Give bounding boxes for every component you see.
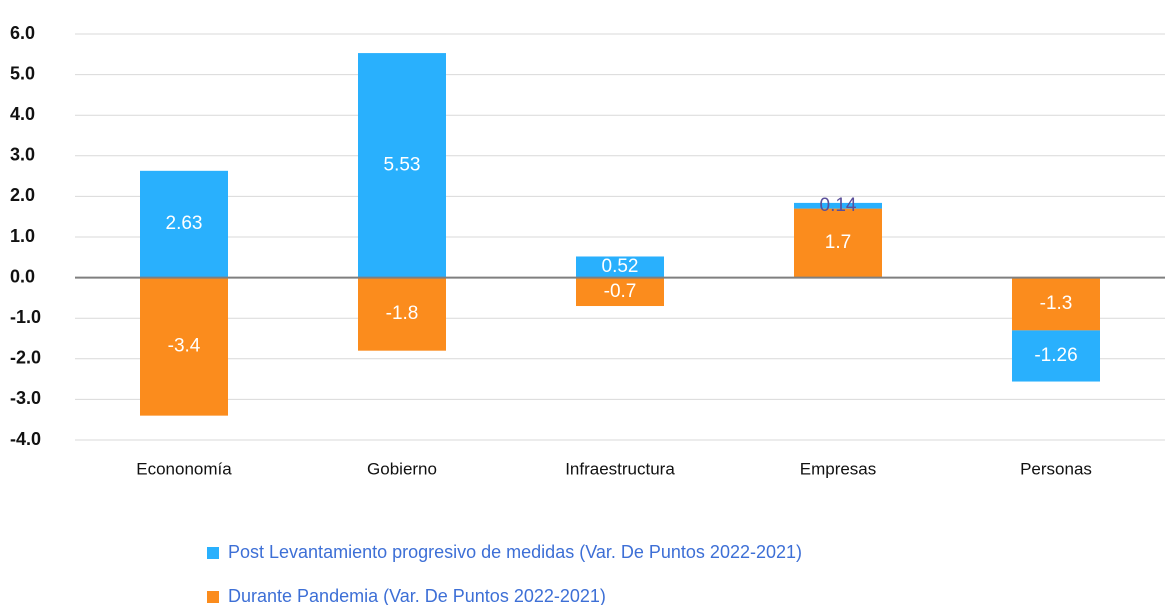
bar-segment <box>794 202 882 209</box>
y-tick-label: 6.0 <box>10 23 35 43</box>
y-tick-label: -2.0 <box>10 348 41 368</box>
y-tick-label: 5.0 <box>10 63 35 83</box>
bar-segment <box>1012 330 1100 382</box>
data-label: -1.8 <box>386 303 419 324</box>
y-tick-label: 0.0 <box>10 266 35 286</box>
y-tick-label: -4.0 <box>10 429 41 449</box>
y-tick-label: 4.0 <box>10 104 35 124</box>
data-label: 2.63 <box>166 213 203 234</box>
x-tick-label: Personas <box>1020 459 1092 478</box>
y-tick-label: -3.0 <box>10 388 41 408</box>
data-label: 1.7 <box>825 232 851 253</box>
data-label: -1.3 <box>1040 293 1073 314</box>
data-label: -1.26 <box>1034 345 1077 366</box>
bar-segment <box>576 277 664 307</box>
data-label: 0.52 <box>602 256 639 277</box>
data-label: 5.53 <box>384 154 421 175</box>
bar-segment <box>358 277 446 351</box>
bar-segment <box>140 170 228 278</box>
legend-swatch <box>207 591 219 603</box>
x-tick-label: Empresas <box>800 459 877 478</box>
data-label: -3.4 <box>168 336 201 357</box>
y-tick-label: 2.0 <box>10 185 35 205</box>
bar-segment <box>1012 277 1100 331</box>
bar-segment <box>794 208 882 278</box>
y-tick-label: 1.0 <box>10 226 35 246</box>
bar-segment <box>576 256 664 278</box>
data-label: -0.7 <box>604 281 637 302</box>
x-tick-label: Infraestructura <box>565 459 675 478</box>
y-tick-label: -1.0 <box>10 307 41 327</box>
data-label: 0.14 <box>820 195 857 216</box>
bar-segment <box>140 277 228 416</box>
y-tick-label: 3.0 <box>10 145 35 165</box>
legend-label: Durante Pandemia (Var. De Puntos 2022-20… <box>228 586 606 605</box>
legend-label: Post Levantamiento progresivo de medidas… <box>228 542 802 562</box>
bar-segment <box>358 53 446 278</box>
legend-swatch <box>207 547 219 559</box>
x-tick-label: Gobierno <box>367 459 437 478</box>
x-tick-label: Econonomía <box>136 459 232 478</box>
